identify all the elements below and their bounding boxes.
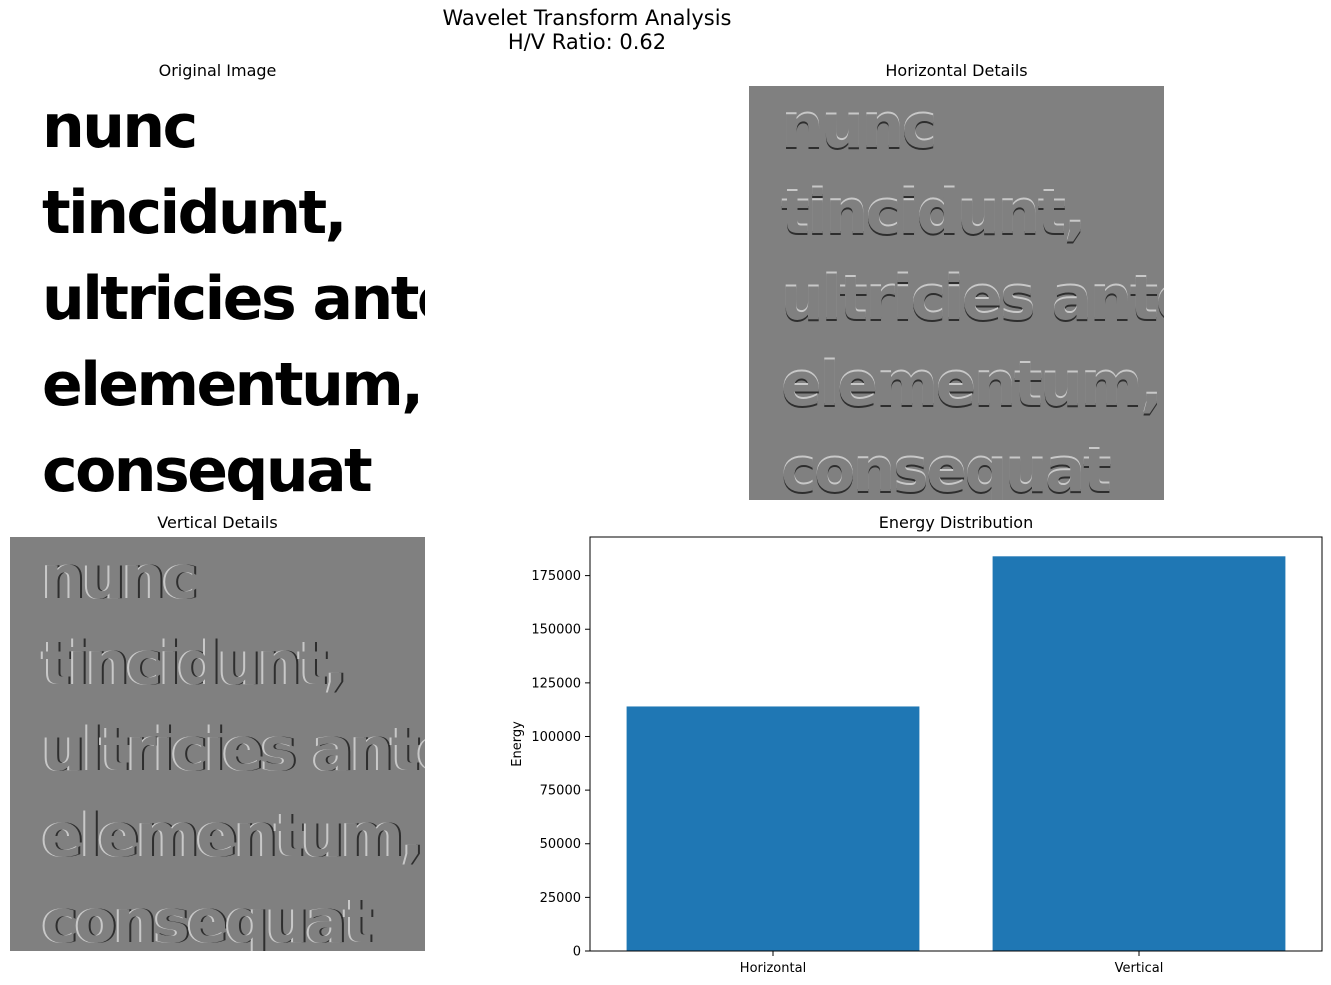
y-tick-label-25000: 25000 — [540, 891, 581, 906]
energy-chart-title: Energy Distribution — [878, 513, 1034, 532]
horizontal-details-title: Horizontal Details — [885, 61, 1028, 80]
x-tick-label-horizontal: Horizontal — [740, 961, 806, 976]
y-tick-label-100000: 100000 — [531, 730, 581, 745]
x-tick-label-vertical: Vertical — [1115, 961, 1164, 976]
original-image-panel: nunc tincidunt, ultricies ante elementum… — [10, 86, 425, 500]
horizontal-line-5: consequat — [781, 436, 1112, 500]
figure-title-line1: Wavelet Transform Analysis — [442, 6, 732, 30]
vertical-line-3: ultricies ante — [42, 715, 425, 785]
figure-title: Wavelet Transform Analysis H/V Ratio: 0.… — [387, 6, 787, 54]
y-tick-label-175000: 175000 — [531, 569, 581, 584]
horizontal-line-3: ultricies ante — [781, 264, 1164, 334]
original-line-4: elementum, — [42, 350, 424, 420]
original-line-1: nunc — [42, 92, 198, 162]
figure-title-line2: H/V Ratio: 0.62 — [507, 30, 667, 54]
horizontal-line-2: tincidunt, — [781, 178, 1086, 248]
vertical-details-title: Vertical Details — [157, 513, 278, 532]
horizontal-line-1: nunc — [781, 92, 937, 162]
horizontal-details-panel: nunc tincidunt, ultricies ante elementum… — [749, 86, 1164, 500]
y-axis-label: Energy — [510, 721, 525, 767]
horizontal-line-4: elementum, — [781, 350, 1163, 420]
y-tick-label-125000: 125000 — [531, 676, 581, 691]
original-line-2: tincidunt, — [42, 178, 347, 248]
vertical-line-4: elementum, — [42, 801, 424, 871]
y-tick-label-150000: 150000 — [531, 623, 581, 638]
vertical-details-panel: nunc tincidunt, ultricies ante elementum… — [10, 537, 425, 951]
original-line-3: ultricies ante — [42, 264, 425, 334]
original-line-5: consequat — [42, 436, 373, 500]
vertical-line-5: consequat — [42, 887, 373, 951]
bar-vertical — [992, 556, 1286, 951]
plot-frame — [589, 536, 1323, 952]
bar-horizontal — [626, 706, 920, 951]
y-tick-label-75000: 75000 — [540, 784, 581, 799]
original-image-title: Original Image — [158, 61, 277, 80]
vertical-line-2: tincidunt, — [42, 629, 347, 699]
vertical-line-1: nunc — [42, 543, 198, 613]
y-tick-label-0: 0 — [573, 945, 581, 960]
y-tick-label-50000: 50000 — [540, 837, 581, 852]
